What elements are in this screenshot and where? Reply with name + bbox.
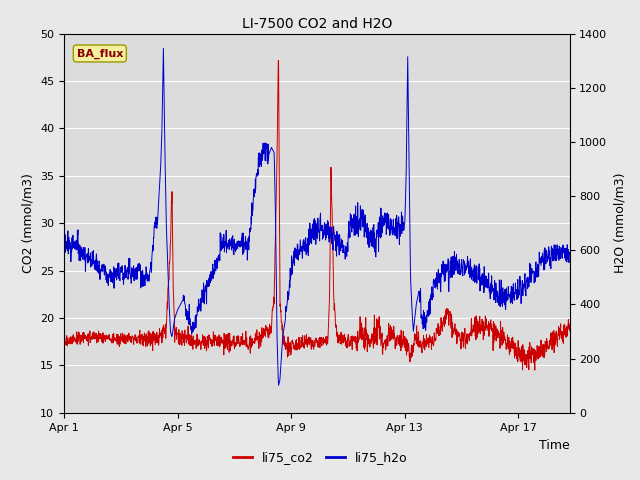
Text: BA_flux: BA_flux [77,48,123,59]
Legend: li75_co2, li75_h2o: li75_co2, li75_h2o [228,446,412,469]
Title: LI-7500 CO2 and H2O: LI-7500 CO2 and H2O [242,17,392,31]
Y-axis label: CO2 (mmol/m3): CO2 (mmol/m3) [22,173,35,273]
Text: Time: Time [539,439,570,452]
Y-axis label: H2O (mmol/m3): H2O (mmol/m3) [613,173,626,274]
